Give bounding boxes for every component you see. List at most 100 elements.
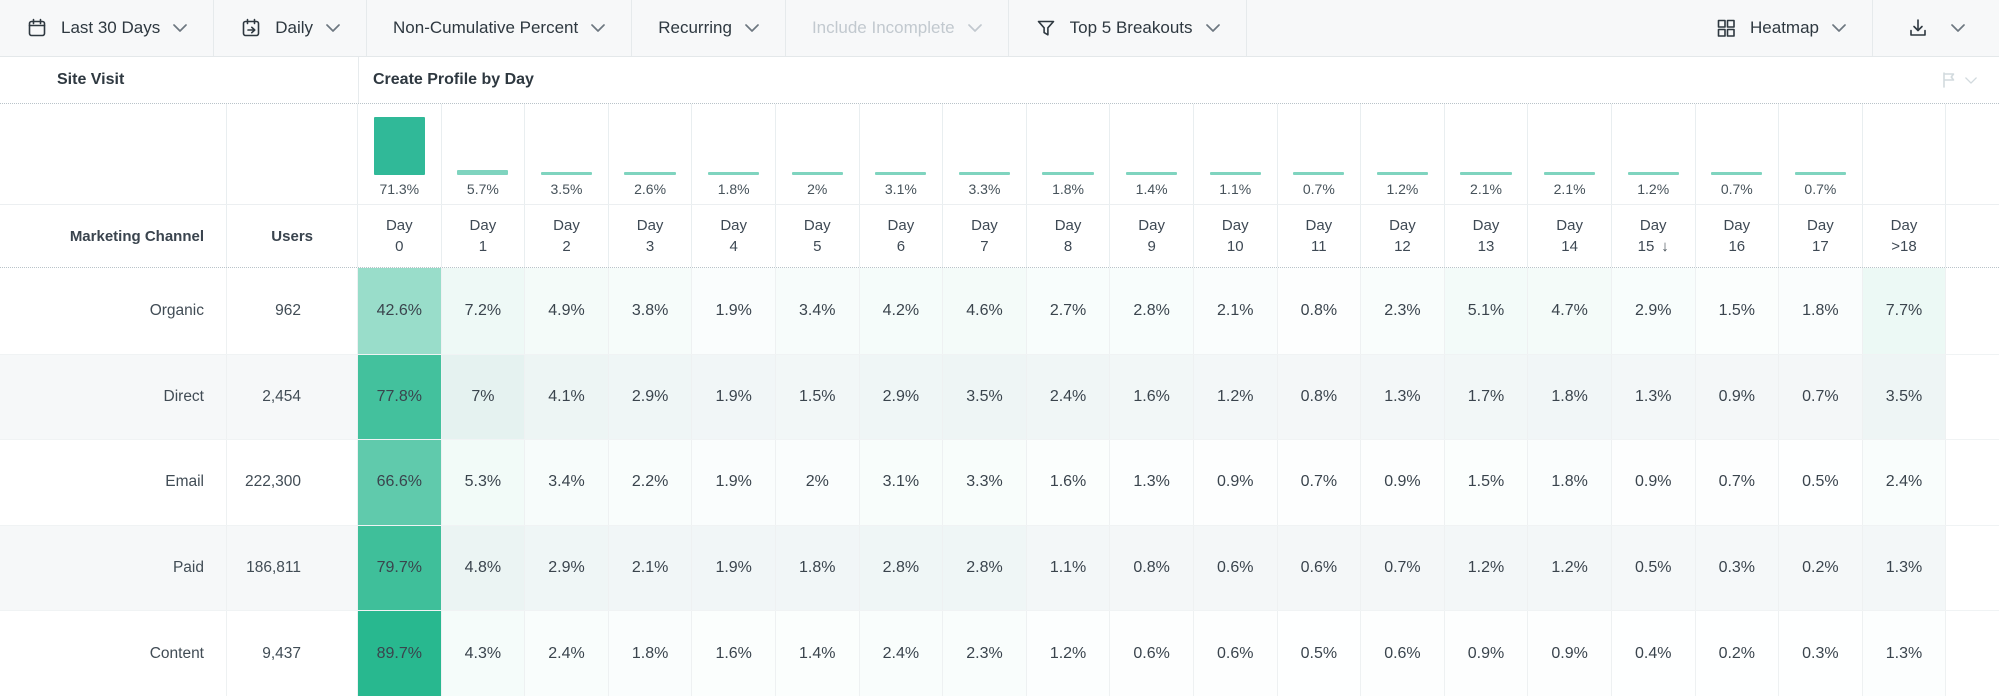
heatmap-cell[interactable]: 2.2%: [609, 440, 693, 525]
heatmap-cell[interactable]: 0.8%: [1110, 525, 1194, 611]
heatmap-cell[interactable]: 7.2%: [441, 268, 526, 354]
day-column-header[interactable]: Day 16: [1696, 205, 1780, 267]
day-column-header[interactable]: Day 7: [943, 205, 1027, 267]
heatmap-cell[interactable]: 1.3%: [1612, 354, 1696, 440]
heatmap-cell[interactable]: 1.8%: [1779, 268, 1863, 354]
heatmap-cell[interactable]: 0.7%: [1779, 354, 1863, 440]
heatmap-cell[interactable]: 0.5%: [1278, 611, 1362, 696]
toolbar-item-interval[interactable]: Daily: [214, 0, 368, 56]
heatmap-cell[interactable]: 4.2%: [859, 268, 944, 354]
heatmap-cell[interactable]: 1.2%: [1528, 525, 1612, 611]
heatmap-cell[interactable]: 2.4%: [525, 611, 609, 696]
heatmap-cell[interactable]: 0.7%: [1696, 440, 1780, 525]
toolbar-item-usage-type[interactable]: Recurring: [632, 0, 786, 56]
heatmap-cell[interactable]: 4.7%: [1528, 268, 1612, 354]
heatmap-cell[interactable]: 3.3%: [943, 440, 1027, 525]
heatmap-cell[interactable]: 1.8%: [1528, 440, 1612, 525]
heatmap-cell[interactable]: 0.9%: [1361, 440, 1445, 525]
heatmap-cell[interactable]: 2.1%: [1194, 268, 1278, 354]
heatmap-cell[interactable]: 4.1%: [525, 354, 609, 440]
heatmap-cell[interactable]: 77.8%: [358, 354, 442, 440]
heatmap-cell[interactable]: 1.6%: [692, 611, 776, 696]
heatmap-cell[interactable]: 1.3%: [1863, 611, 1947, 696]
heatmap-cell[interactable]: 1.2%: [1445, 525, 1529, 611]
day-column-header[interactable]: Day 0: [358, 205, 442, 267]
heatmap-cell[interactable]: 1.6%: [1027, 440, 1111, 525]
heatmap-cell[interactable]: 0.9%: [1612, 440, 1696, 525]
heatmap-cell[interactable]: 0.9%: [1194, 440, 1278, 525]
day-column-header[interactable]: Day >18: [1863, 205, 1947, 267]
heatmap-cell[interactable]: 2.1%: [609, 525, 693, 611]
heatmap-cell[interactable]: 0.6%: [1110, 611, 1194, 696]
heatmap-cell[interactable]: 2.8%: [860, 525, 944, 611]
toolbar-item-breakouts[interactable]: Top 5 Breakouts: [1009, 0, 1247, 56]
heatmap-cell[interactable]: 1.4%: [776, 611, 860, 696]
day-column-header[interactable]: Day 17: [1779, 205, 1863, 267]
heatmap-cell[interactable]: 1.8%: [609, 611, 693, 696]
heatmap-cell[interactable]: 1.3%: [1863, 525, 1947, 611]
heatmap-cell[interactable]: 2.8%: [1110, 268, 1194, 354]
flag-controls[interactable]: [1941, 57, 1977, 103]
heatmap-cell[interactable]: 1.2%: [1194, 354, 1278, 440]
heatmap-cell[interactable]: 0.5%: [1612, 525, 1696, 611]
heatmap-cell[interactable]: 1.5%: [1696, 268, 1780, 354]
day-column-header[interactable]: Day 1: [442, 205, 526, 267]
heatmap-cell[interactable]: 42.6%: [358, 268, 442, 354]
heatmap-cell[interactable]: 1.2%: [1027, 611, 1111, 696]
toolbar-item-date-range[interactable]: Last 30 Days: [0, 0, 215, 56]
heatmap-cell[interactable]: 0.3%: [1696, 525, 1780, 611]
heatmap-cell[interactable]: 0.6%: [1194, 611, 1278, 696]
heatmap-cell[interactable]: 2.3%: [1361, 268, 1445, 354]
heatmap-cell[interactable]: 3.4%: [525, 440, 609, 525]
heatmap-cell[interactable]: 1.6%: [1110, 354, 1194, 440]
heatmap-cell[interactable]: 1.7%: [1445, 354, 1529, 440]
heatmap-cell[interactable]: 4.8%: [441, 525, 526, 611]
heatmap-cell[interactable]: 0.7%: [1361, 525, 1445, 611]
heatmap-cell[interactable]: 4.6%: [943, 268, 1027, 354]
heatmap-cell[interactable]: 0.2%: [1779, 525, 1863, 611]
day-column-header[interactable]: Day 15 ↓: [1612, 205, 1696, 267]
heatmap-cell[interactable]: 3.1%: [860, 440, 944, 525]
heatmap-cell[interactable]: 0.6%: [1194, 525, 1278, 611]
heatmap-cell[interactable]: 0.7%: [1278, 440, 1362, 525]
heatmap-cell[interactable]: 0.4%: [1612, 611, 1696, 696]
heatmap-cell[interactable]: 0.8%: [1278, 268, 1362, 354]
heatmap-cell[interactable]: 2.9%: [1612, 268, 1696, 354]
export-button[interactable]: [1873, 0, 1999, 56]
heatmap-cell[interactable]: 0.9%: [1528, 611, 1612, 696]
heatmap-cell[interactable]: 2.9%: [860, 354, 944, 440]
heatmap-cell[interactable]: 1.3%: [1110, 440, 1194, 525]
heatmap-cell[interactable]: 1.9%: [692, 440, 776, 525]
heatmap-cell[interactable]: 79.7%: [358, 525, 442, 611]
heatmap-cell[interactable]: 1.5%: [1445, 440, 1529, 525]
day-column-header[interactable]: Day 11: [1278, 205, 1362, 267]
heatmap-cell[interactable]: 2%: [776, 440, 860, 525]
day-column-header[interactable]: Day 10: [1194, 205, 1278, 267]
day-column-header[interactable]: Day 12: [1361, 205, 1445, 267]
day-column-header[interactable]: Day 3: [609, 205, 693, 267]
heatmap-cell[interactable]: 1.8%: [1528, 354, 1612, 440]
heatmap-cell[interactable]: 4.3%: [441, 611, 526, 696]
heatmap-cell[interactable]: 7%: [441, 354, 526, 440]
heatmap-cell[interactable]: 0.6%: [1278, 525, 1362, 611]
heatmap-cell[interactable]: 5.1%: [1444, 268, 1529, 354]
heatmap-cell[interactable]: 3.8%: [608, 268, 693, 354]
heatmap-cell[interactable]: 1.9%: [692, 268, 776, 354]
toolbar-item-metric[interactable]: Non-Cumulative Percent: [367, 0, 633, 56]
heatmap-cell[interactable]: 0.6%: [1361, 611, 1445, 696]
heatmap-cell[interactable]: 2.9%: [525, 525, 609, 611]
heatmap-cell[interactable]: 0.9%: [1696, 354, 1780, 440]
heatmap-cell[interactable]: 1.9%: [692, 525, 776, 611]
day-column-header[interactable]: Day 8: [1027, 205, 1111, 267]
heatmap-cell[interactable]: 0.3%: [1779, 611, 1863, 696]
heatmap-cell[interactable]: 0.9%: [1445, 611, 1529, 696]
heatmap-cell[interactable]: 2.8%: [943, 525, 1027, 611]
heatmap-cell[interactable]: 2.4%: [1863, 440, 1947, 525]
heatmap-cell[interactable]: 3.5%: [1863, 354, 1947, 440]
day-column-header[interactable]: Day 5: [776, 205, 860, 267]
heatmap-cell[interactable]: 7.7%: [1862, 268, 1947, 354]
heatmap-cell[interactable]: 4.9%: [525, 268, 609, 354]
heatmap-cell[interactable]: 1.9%: [692, 354, 776, 440]
heatmap-cell[interactable]: 2.7%: [1027, 268, 1111, 354]
heatmap-cell[interactable]: 1.8%: [776, 525, 860, 611]
